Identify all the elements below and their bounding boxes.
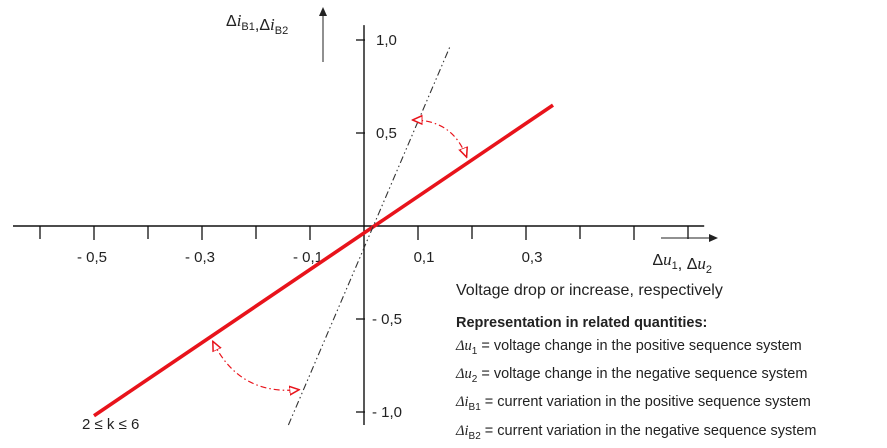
x-tick-label: 0,3: [522, 249, 543, 266]
legend-symbol: Δu: [456, 338, 472, 354]
y-axis-label: ΔiB1,ΔiB2: [226, 11, 288, 37]
curved-arrow-2: [213, 341, 299, 390]
legend-text: = current variation in the positive sequ…: [481, 394, 811, 410]
legend-symbol: Δi: [456, 423, 469, 439]
y-tick-label: - 1,0: [372, 404, 402, 421]
legend-symbol: Δu: [456, 366, 472, 382]
legend-row: ΔiB1 = current variation in the positive…: [456, 391, 884, 419]
curved-arrow-1: [413, 120, 467, 157]
y-label-arrowhead: [319, 7, 327, 16]
legend-row: Δu2 = voltage change in the negative seq…: [456, 363, 884, 391]
legend-row: Δu1 = voltage change in the positive seq…: [456, 335, 884, 363]
x-tick-label: - 0,5: [77, 249, 107, 266]
legend-subscript: B1: [469, 402, 481, 413]
legend: Representation in related quantities: Δu…: [456, 312, 884, 448]
x-axis-label: Δu1, Δu2: [652, 250, 712, 276]
legend-heading: Representation in related quantities:: [456, 312, 884, 335]
legend-text: = voltage change in the positive sequenc…: [477, 338, 801, 354]
legend-row: ΔiB2 = current variation in the negative…: [456, 420, 884, 448]
range-label: 2 ≤ k ≤ 6: [82, 416, 139, 433]
legend-text: = current variation in the negative sequ…: [481, 423, 817, 439]
legend-text: = voltage change in the negative sequenc…: [477, 366, 807, 382]
y-tick-label: - 0,5: [372, 311, 402, 328]
x-tick-label: - 0,3: [185, 249, 215, 266]
x-tick-label: 0,1: [414, 249, 435, 266]
series-line-2: [288, 46, 450, 425]
legend-subscript: B2: [469, 431, 481, 442]
legend-symbol: Δi: [456, 394, 469, 410]
x-label-arrowhead: [709, 234, 718, 242]
y-tick-label: 0,5: [376, 125, 397, 142]
y-tick-label: 1,0: [376, 32, 397, 49]
caption: Voltage drop or increase, respectively: [456, 282, 723, 300]
legend-rows: Δu1 = voltage change in the positive seq…: [456, 335, 884, 448]
